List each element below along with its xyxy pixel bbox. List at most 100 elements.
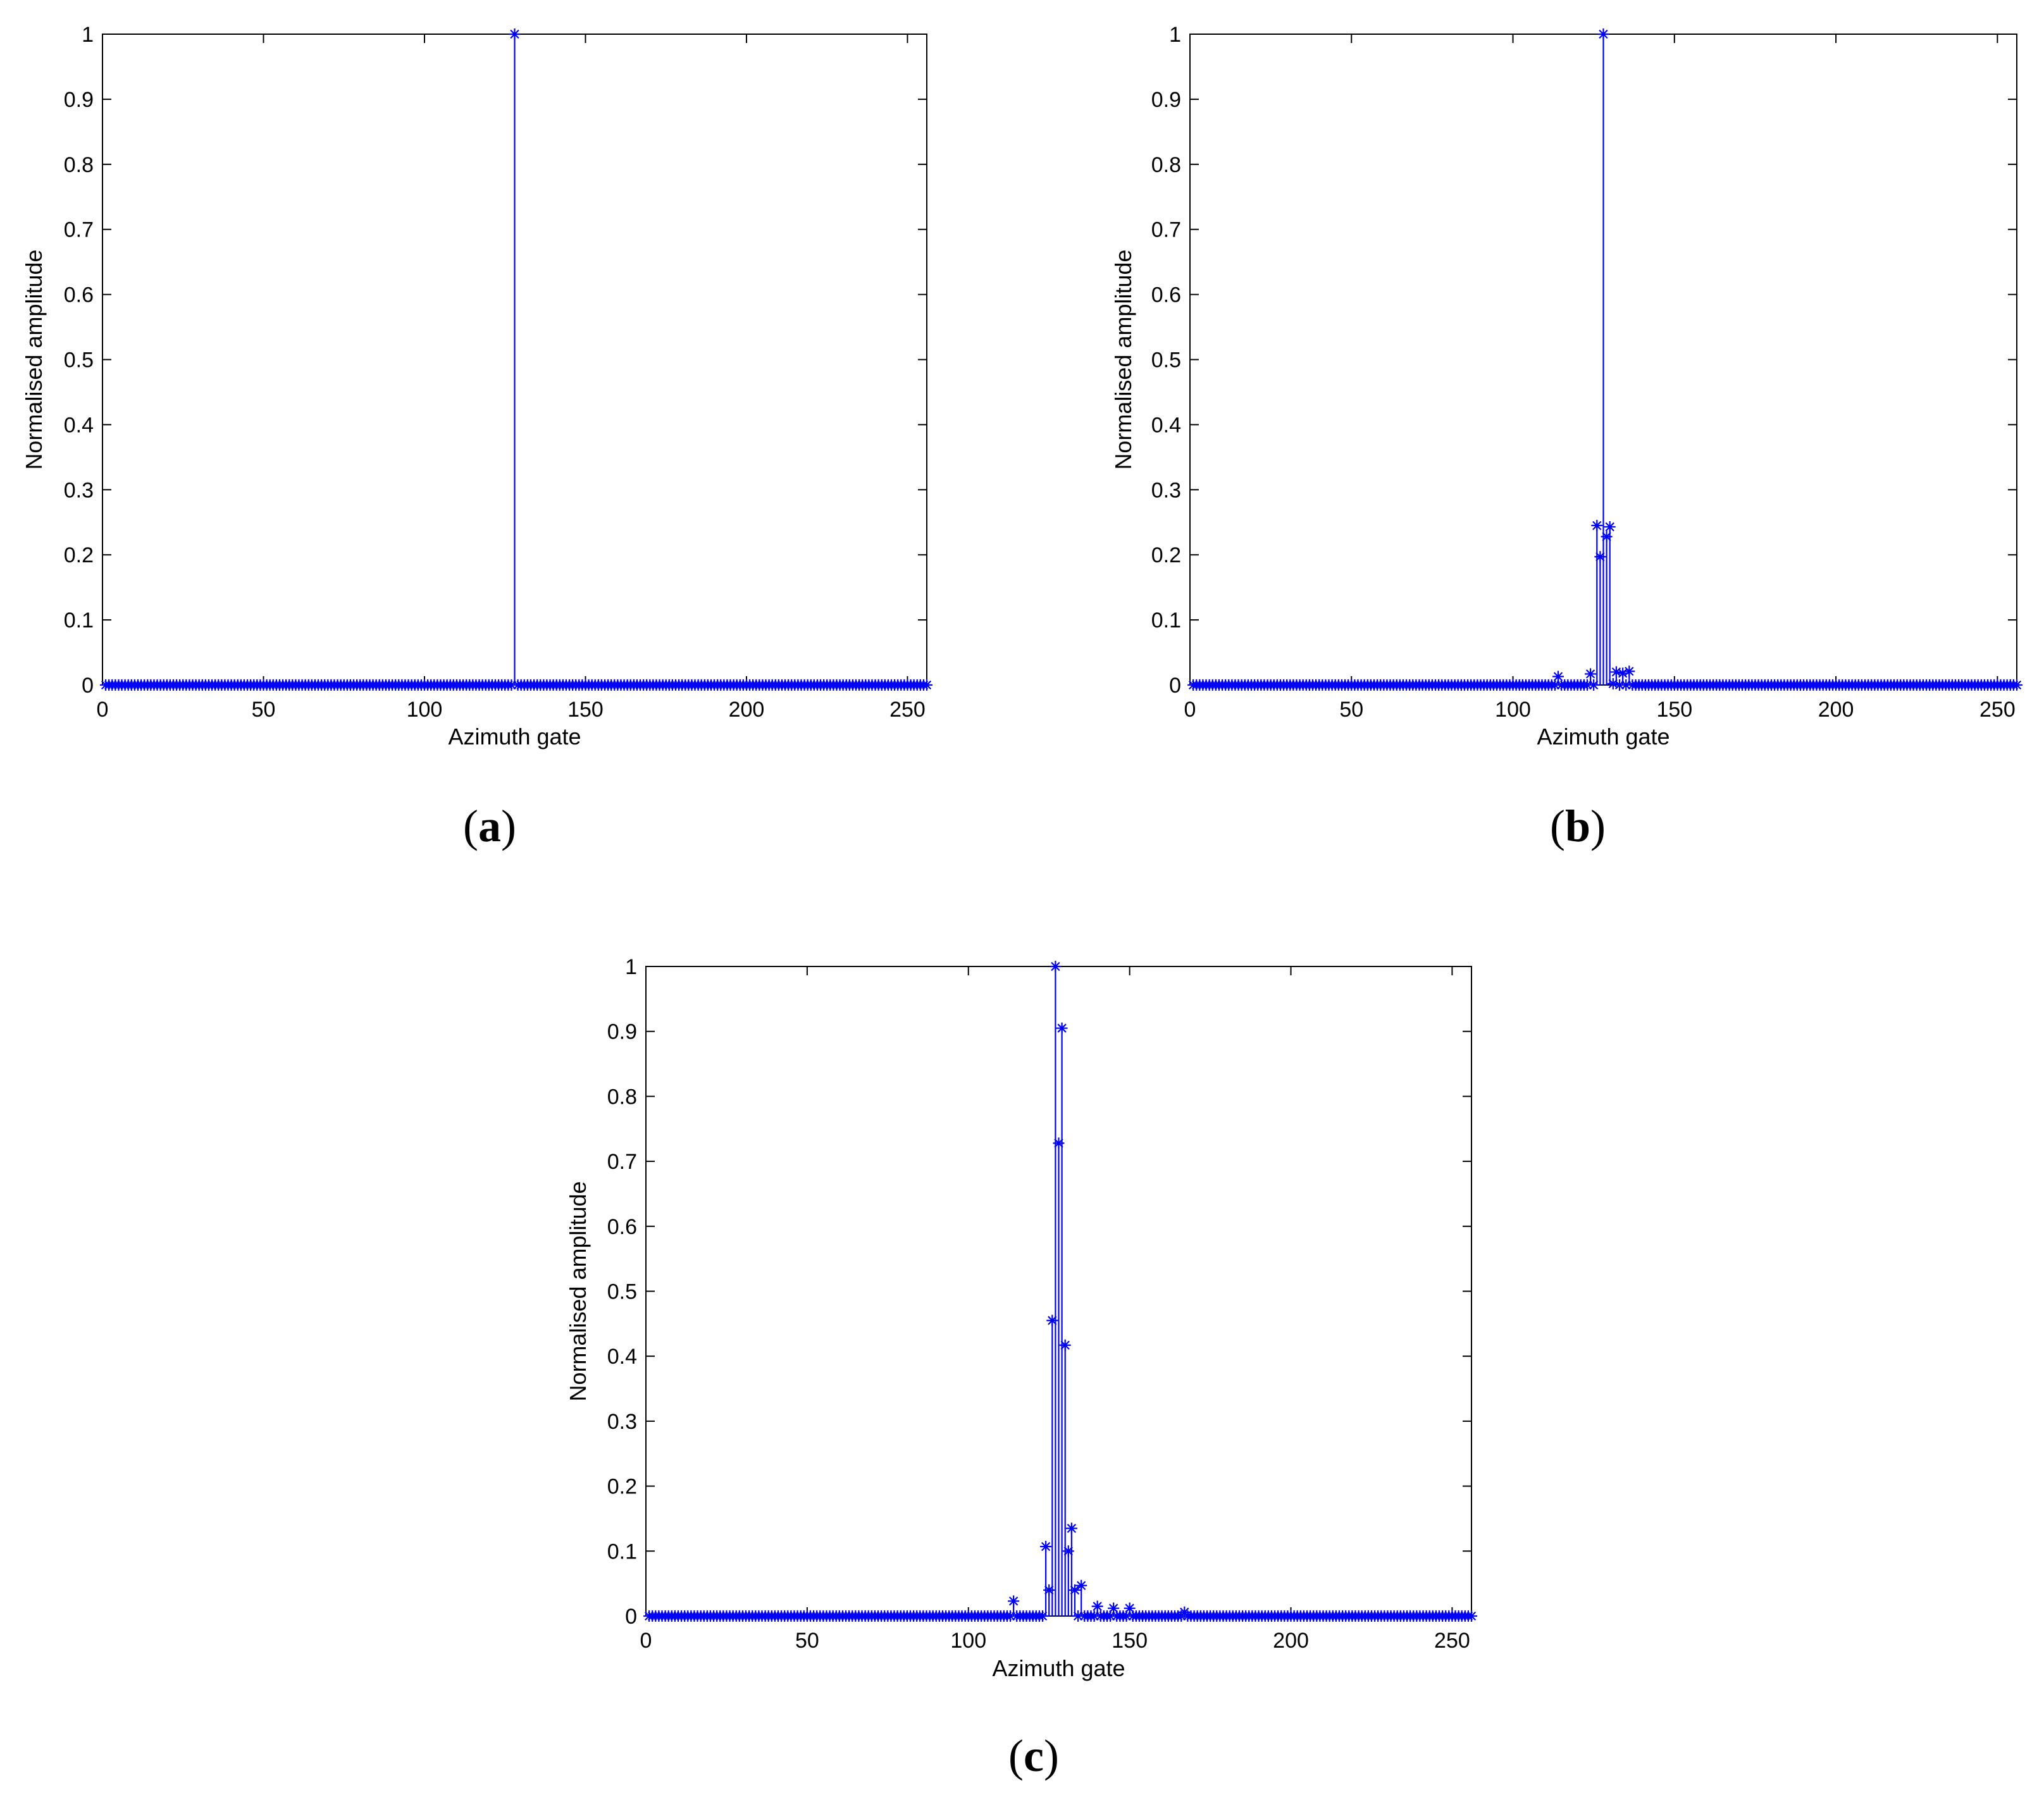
y-tick-label-b-2: 0.2 [1151, 543, 1181, 567]
y-tick-label-b-9: 0.9 [1151, 88, 1181, 112]
stem-marker-c-139 [1088, 1610, 1100, 1622]
x-tick-label-a-3: 150 [567, 698, 604, 722]
panel-c: 0 0.1 0.2 0.3 0.4 0.5 0.6 0.7 0.8 0.9 1 0 50 100 150 2… [565, 955, 1477, 1781]
stem-marker-b-132 [1610, 666, 1622, 678]
x-tick-label-c-0: 0 [640, 1629, 652, 1653]
stem-marker-a-128 [509, 28, 521, 40]
stem-marker-b-133 [1614, 679, 1626, 691]
x-tick-label-a-0: 0 [97, 698, 109, 722]
stem-c-113 [1005, 1610, 1017, 1622]
stem-c-135 [1075, 1579, 1087, 1616]
stem-c-133 [1068, 1584, 1081, 1616]
stem-marker-c-130 [1059, 1339, 1071, 1351]
stem-c-126 [1046, 1314, 1058, 1616]
x-tick-label-a-2: 100 [407, 698, 443, 722]
caption-letter-b: b [1565, 801, 1590, 851]
stem-marker-c-132 [1065, 1522, 1077, 1534]
stem-marker-b-134 [1617, 667, 1629, 679]
x-ticks-a: 0 50 100 150 200 250 [97, 34, 926, 722]
x-ticks-c: 0 50 100 150 200 250 [640, 966, 1470, 1653]
stem-marker-b-125 [1588, 679, 1600, 691]
y-tick-label-c-8: 0.8 [607, 1085, 637, 1109]
stem-marker-b-127 [1594, 551, 1606, 563]
y-tick-label-b-6: 0.6 [1151, 283, 1181, 307]
stem-marker-c-135 [1075, 1579, 1087, 1591]
stem-c-124 [1040, 1541, 1052, 1616]
stem-b-128 [1597, 28, 1609, 685]
stem-c-132 [1065, 1522, 1077, 1616]
stem-marker-b-256 [2011, 679, 2022, 691]
y-tick-label-a-1: 0.1 [64, 608, 94, 633]
stem-marker-c-256 [1466, 1610, 1477, 1622]
x-tick-label-b-4: 200 [1818, 698, 1854, 722]
caption-letter-a: a [478, 801, 501, 851]
stem-b-133 [1614, 679, 1626, 691]
x-tick-label-c-2: 100 [950, 1629, 986, 1653]
panel-a: 0 0.1 0.2 0.3 0.4 0.5 0.6 0.7 0.8 0.9 1 0 50 100 150 2… [21, 23, 932, 851]
y-tick-label-c-2: 0.2 [607, 1475, 637, 1499]
stem-marker-c-150 [1124, 1602, 1136, 1614]
stem-marker-c-134 [1072, 1610, 1084, 1622]
stem-marker-b-113 [1549, 679, 1561, 691]
stem-b-132 [1610, 666, 1622, 685]
y-tick-label-a-7: 0.7 [64, 218, 94, 242]
y-tick-label-a-5: 0.5 [64, 349, 94, 373]
stem-b-123 [1581, 679, 1593, 691]
stem-marker-c-124 [1040, 1541, 1052, 1553]
y-tick-label-c-0: 0 [625, 1605, 637, 1629]
stem-marker-c-145 [1108, 1602, 1120, 1614]
caption-b: (b) [1550, 801, 1606, 851]
y-tick-label-b-10: 1 [1169, 23, 1181, 47]
stem-marker-c-129 [1056, 1022, 1068, 1034]
y-tick-label-a-6: 0.6 [64, 283, 94, 307]
stems-b [1187, 28, 2022, 691]
stem-a-127 [505, 679, 517, 691]
stem-marker-c-123 [1037, 1610, 1049, 1622]
stem-marker-c-133 [1068, 1584, 1081, 1596]
stem-c-134 [1072, 1610, 1084, 1622]
stem-marker-b-130 [1604, 521, 1616, 533]
x-axis-label-b: Azimuth gate [1537, 724, 1669, 750]
stem-marker-c-144 [1105, 1610, 1117, 1622]
stem-b-130 [1604, 521, 1616, 685]
stem-c-256 [1466, 1610, 1477, 1622]
stem-c-140 [1091, 1600, 1103, 1616]
stem-c-130 [1059, 1339, 1071, 1616]
stem-marker-a-127 [505, 679, 517, 691]
stem-marker-c-149 [1120, 1610, 1132, 1622]
x-tick-label-c-3: 150 [1112, 1629, 1148, 1653]
y-tick-label-c-9: 0.9 [607, 1020, 637, 1044]
y-ticks-a: 0 0.1 0.2 0.3 0.4 0.5 0.6 0.7 0.8 0.9 1 [64, 23, 927, 698]
stems-a [100, 28, 932, 691]
x-tick-label-a-4: 200 [729, 698, 765, 722]
y-tick-label-c-10: 1 [625, 955, 637, 979]
y-tick-label-c-7: 0.7 [607, 1150, 637, 1174]
stem-marker-c-127 [1050, 961, 1062, 972]
stem-a-256 [921, 679, 932, 691]
y-tick-label-c-4: 0.4 [607, 1345, 637, 1369]
y-ticks-c: 0 0.1 0.2 0.3 0.4 0.5 0.6 0.7 0.8 0.9 1 [607, 955, 1471, 1629]
stem-b-126 [1591, 519, 1603, 685]
stem-c-127 [1050, 961, 1062, 1616]
y-tick-label-a-2: 0.2 [64, 543, 94, 567]
stems-c [643, 961, 1477, 1622]
stem-marker-b-124 [1585, 668, 1597, 680]
x-tick-label-b-5: 250 [1979, 698, 2016, 722]
stem-marker-c-126 [1046, 1314, 1058, 1326]
y-axis-label-b: Normalised amplitude [1110, 249, 1136, 469]
x-tick-label-c-1: 50 [795, 1629, 819, 1653]
y-axis-label-a: Normalised amplitude [21, 249, 47, 469]
stem-marker-c-140 [1091, 1600, 1103, 1612]
stem-c-139 [1088, 1610, 1100, 1622]
x-tick-label-b-1: 50 [1339, 698, 1363, 722]
stem-b-135 [1620, 679, 1632, 691]
stem-a-128 [509, 28, 521, 685]
stem-marker-b-126 [1591, 519, 1603, 531]
stem-c-144 [1105, 1610, 1117, 1622]
y-ticks-b: 0 0.1 0.2 0.3 0.4 0.5 0.6 0.7 0.8 0.9 1 [1151, 23, 2017, 698]
x-axis-label-a: Azimuth gate [448, 724, 581, 750]
stem-b-129 [1601, 531, 1613, 685]
stem-marker-b-129 [1601, 531, 1613, 543]
stem-c-149 [1120, 1610, 1132, 1622]
